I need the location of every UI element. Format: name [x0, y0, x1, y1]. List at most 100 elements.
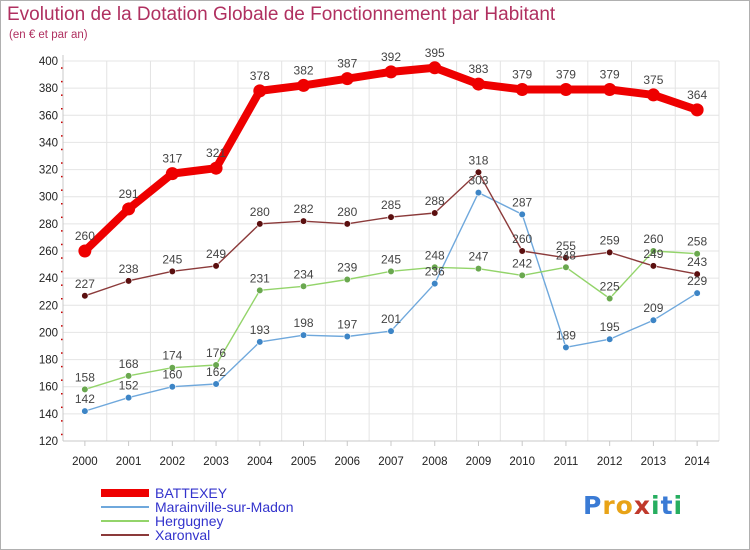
- data-point: [431, 209, 439, 217]
- data-label: 392: [381, 50, 401, 64]
- data-point: [81, 407, 89, 415]
- y-minor-tick: [61, 67, 63, 69]
- logo-letter: x: [633, 491, 651, 520]
- data-point: [340, 72, 354, 86]
- y-minor-tick: [61, 433, 63, 436]
- data-label: 174: [162, 349, 182, 363]
- data-point: [431, 279, 439, 288]
- data-point: [212, 361, 220, 369]
- data-label: 158: [75, 370, 95, 384]
- y-tick-label: 220: [39, 300, 58, 312]
- y-minor-tick: [61, 325, 63, 327]
- data-point: [474, 168, 483, 176]
- y-tick-label: 400: [39, 56, 58, 68]
- data-point: [518, 247, 526, 255]
- y-minor-tick: [61, 420, 63, 422]
- y-tick-label: 280: [39, 219, 58, 231]
- data-point: [693, 270, 701, 278]
- data-label: 195: [600, 320, 620, 334]
- data-label: 288: [425, 194, 445, 208]
- data-point: [649, 262, 658, 270]
- y-minor-tick: [61, 393, 63, 395]
- y-minor-tick: [61, 203, 63, 205]
- data-point: [515, 83, 529, 96]
- x-tick-label: 2003: [203, 456, 229, 468]
- data-point: [562, 254, 570, 262]
- y-minor-tick: [61, 352, 63, 354]
- data-point: [256, 220, 264, 228]
- data-label: 201: [381, 312, 401, 326]
- data-label: 236: [425, 265, 445, 279]
- data-label: 379: [512, 68, 532, 82]
- data-point: [124, 393, 133, 402]
- data-label: 238: [119, 262, 139, 276]
- data-label: 176: [206, 346, 226, 360]
- data-point: [212, 262, 220, 270]
- data-label: 245: [381, 252, 401, 266]
- chart-title: Evolution de la Dotation Globale de Fonc…: [7, 4, 556, 25]
- data-label: 227: [75, 277, 95, 291]
- y-minor-tick: [61, 108, 63, 110]
- data-label: 260: [75, 229, 95, 243]
- x-tick-label: 2004: [247, 456, 273, 468]
- y-minor-tick: [61, 121, 63, 124]
- y-minor-tick: [61, 257, 63, 259]
- data-point: [518, 271, 526, 280]
- x-tick-label: 2011: [554, 456, 579, 468]
- data-point: [165, 167, 179, 181]
- data-label: 375: [643, 73, 663, 87]
- y-minor-tick: [61, 216, 63, 219]
- logo-letter: P: [583, 491, 603, 520]
- data-point: [297, 78, 311, 92]
- data-point: [81, 385, 89, 394]
- x-tick-label: 2014: [684, 456, 710, 468]
- y-tick-label: 140: [39, 409, 58, 421]
- chart-subtitle: (en € et par an): [9, 29, 88, 41]
- data-label: 287: [512, 195, 532, 209]
- data-point: [124, 277, 133, 285]
- data-label: 255: [556, 239, 576, 253]
- data-label: 280: [250, 205, 270, 219]
- data-point: [471, 77, 485, 91]
- logo-letter: i: [673, 491, 684, 520]
- data-label: 379: [600, 68, 620, 82]
- y-minor-tick: [61, 189, 63, 191]
- data-label: 162: [206, 365, 226, 379]
- x-tick-label: 2009: [466, 456, 492, 468]
- data-point: [256, 338, 264, 346]
- x-tick-label: 2006: [334, 456, 360, 468]
- data-point: [428, 61, 442, 75]
- x-tick-label: 2008: [422, 456, 448, 468]
- data-label: 395: [425, 46, 445, 60]
- data-point: [384, 65, 398, 79]
- data-label: 247: [468, 250, 488, 264]
- data-point: [693, 250, 701, 258]
- data-label: 259: [600, 233, 620, 247]
- data-point: [78, 244, 92, 258]
- data-label: 285: [381, 198, 401, 212]
- data-label: 242: [512, 256, 532, 270]
- data-point: [81, 292, 89, 300]
- y-minor-tick: [61, 148, 63, 151]
- legend-label: Marainville-sur-Madon: [155, 499, 294, 515]
- data-label: 258: [687, 235, 707, 249]
- legend-label: Xaronval: [155, 527, 210, 543]
- data-point: [168, 364, 176, 372]
- x-tick-label: 2007: [378, 456, 404, 468]
- data-point: [387, 267, 395, 275]
- data-point: [693, 289, 701, 297]
- data-point: [562, 343, 570, 351]
- x-tick-label: 2000: [72, 456, 98, 468]
- logo-letter: t: [660, 491, 674, 520]
- data-point: [343, 220, 351, 228]
- data-label: 209: [643, 301, 663, 315]
- y-tick-label: 160: [39, 382, 58, 394]
- x-tick-label: 2002: [160, 456, 186, 468]
- legend-label: Hergugney: [155, 513, 224, 529]
- data-point: [606, 248, 614, 256]
- y-minor-tick: [61, 338, 63, 341]
- data-label: 248: [556, 248, 576, 262]
- data-point: [343, 332, 351, 341]
- data-label: 229: [687, 274, 707, 288]
